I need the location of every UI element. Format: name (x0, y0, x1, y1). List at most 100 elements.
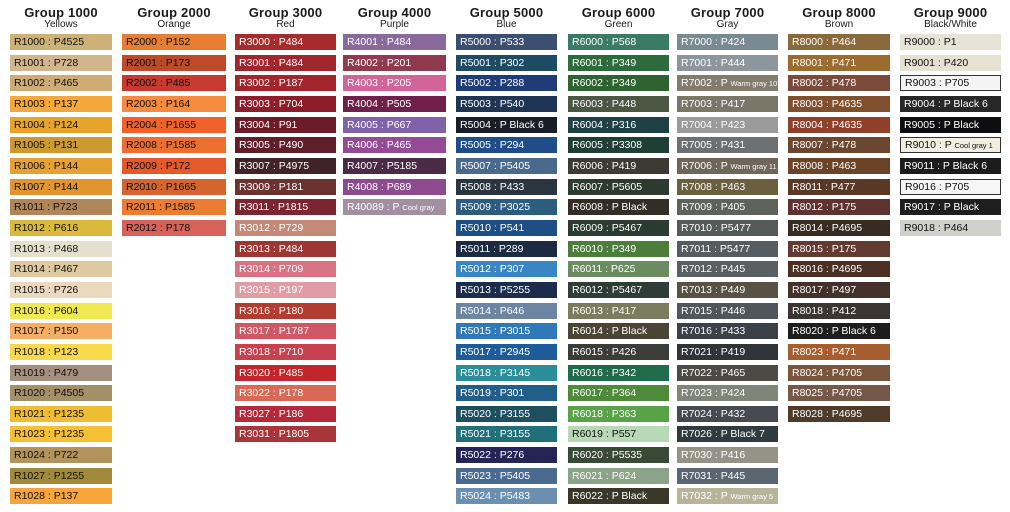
swatch-label: R7009 : P405 (681, 201, 746, 214)
color-swatch: R3017 : P1787 (235, 323, 336, 340)
swatch-label: R1002 : P465 (14, 77, 79, 90)
swatch-label: R9004 : P Black 6 (904, 97, 988, 110)
color-swatch: R6000 : P568 (568, 34, 669, 50)
swatch-label: R7023 : P424 (681, 387, 746, 400)
color-swatch: R1004 : P124 (10, 116, 112, 133)
swatch-label: R7003 : P417 (681, 97, 746, 110)
color-swatch: R6016 : P342 (568, 364, 669, 381)
group-column: Group 5000 Blue R5000 : P533 R5001 : P302 R5… (456, 6, 557, 505)
swatch-label: R7024 : P432 (681, 407, 746, 420)
swatch-label: R1012 : P616 (14, 221, 79, 234)
color-swatch: R2009 : P172 (122, 157, 226, 174)
color-swatch: R7001 : P444 (677, 54, 778, 71)
color-swatch: R5017 : P2945 (456, 343, 557, 360)
group-title: Group 6000 (581, 5, 656, 20)
color-swatch: R3005 : P490 (235, 137, 336, 154)
color-swatch: R8016 : P4695 (788, 261, 890, 278)
swatch-label: R5019 : P301 (460, 387, 525, 400)
swatch-label: R8017 : P497 (792, 283, 857, 296)
swatch-label: R8016 : P4695 (792, 263, 863, 276)
color-swatch: R8024 : P4705 (788, 364, 890, 381)
color-swatch: R7011 : P5477 (677, 240, 778, 257)
color-swatch: R7021 : P419 (677, 343, 778, 360)
color-swatch: R8018 : P412 (788, 302, 890, 319)
swatch-label: R1024 : P722 (14, 449, 79, 462)
color-swatch: R6017 : P364 (568, 385, 669, 402)
swatch-label: R6011 : P625 (572, 263, 636, 276)
swatch-label: R6010 : P349 (572, 242, 637, 255)
color-swatch: R8000 : P464 (788, 34, 890, 50)
color-swatch: R8023 : P471 (788, 343, 890, 360)
swatch-label: R7001 : P444 (681, 56, 746, 69)
color-swatch: R5018 : P3145 (456, 364, 557, 381)
color-swatch: R5009 : P3025 (456, 199, 557, 216)
swatch-label: R2010 : P1665 (126, 180, 197, 193)
color-swatch: R5012 : P307 (456, 261, 557, 278)
group-header: Group 4000 Purple (343, 6, 446, 33)
color-swatch: R4007 : P5185 (343, 157, 446, 174)
color-swatch: R3011 : P1815 (235, 199, 336, 216)
group-subtitle: Yellows (44, 19, 78, 30)
swatch-label: R6001 : P349 (572, 56, 637, 69)
color-swatch: R8028 : P4695 (788, 405, 890, 422)
color-swatch: R2001 : P173 (122, 54, 226, 71)
color-swatch: R4005 : P667 (343, 116, 446, 133)
swatch-list: R4001 : P484 R4002 : P201 R4003 : P205 R400… (343, 34, 446, 220)
swatch-label: R8000 : P464 (792, 36, 857, 48)
color-swatch: R5020 : P3155 (456, 405, 557, 422)
swatch-note: Warm gray 11 (730, 161, 777, 171)
color-swatch: R1003 : P137 (10, 95, 112, 112)
color-swatch: R6005 : P3308 (568, 137, 669, 154)
color-swatch: R3007 : P4975 (235, 157, 336, 174)
swatch-label: R1020 : P4505 (14, 387, 85, 400)
swatch-label: R5000 : P533 (460, 36, 525, 48)
color-swatch: R3018 : P710 (235, 343, 336, 360)
color-swatch: R7024 : P432 (677, 405, 778, 422)
color-swatch: R5007 : P5405 (456, 157, 557, 174)
swatch-label: R5014 : P646 (460, 304, 525, 317)
color-swatch: R8011 : P477 (788, 178, 890, 195)
swatch-label: R40089 : P (347, 201, 400, 214)
swatch-label: R3018 : P710 (239, 345, 304, 358)
swatch-list: R1000 : P4525 R1001 : P728 R1002 : P465 R10… (10, 34, 112, 509)
swatch-label: R3009 : P181 (239, 180, 304, 193)
swatch-label: R3005 : P490 (239, 139, 304, 152)
color-swatch: R7009 : P405 (677, 199, 778, 216)
color-swatch: R40089 : P Cool gray (343, 199, 446, 216)
swatch-label: R9010 : P (905, 139, 952, 152)
swatch-label: R8014 : P4695 (792, 221, 863, 234)
color-swatch: R1011 : P723 (10, 199, 112, 216)
color-swatch: R7005 : P431 (677, 137, 778, 154)
swatch-label: R1019 : P479 (14, 366, 79, 379)
color-swatch: R6008 : P Black (568, 199, 669, 216)
color-swatch: R5023 : P5405 (456, 467, 557, 484)
swatch-label: R4004 : P505 (347, 97, 412, 110)
swatch-label: R5024 : P5483 (460, 490, 531, 503)
color-swatch: R3020 : P485 (235, 364, 336, 381)
color-swatch: R9017 : P Black (900, 199, 1001, 216)
color-swatch: R4001 : P484 (343, 34, 446, 50)
swatch-label: R8004 : P4635 (792, 118, 863, 131)
swatch-label: R2009 : P172 (126, 159, 191, 172)
color-swatch: R7031 : P445 (677, 467, 778, 484)
group-title: Group 9000 (913, 5, 988, 20)
color-swatch: R6020 : P5535 (568, 447, 669, 464)
color-swatch: R7026 : P Black 7 (677, 426, 778, 443)
swatch-note: Cool gray 1 (954, 141, 993, 151)
color-swatch: R1007 : P144 (10, 178, 112, 195)
group-subtitle: Orange (157, 19, 191, 30)
group-column: Group 1000 Yellows R1000 : P4525 R1001 : P7… (10, 6, 112, 505)
color-swatch: R7023 : P424 (677, 385, 778, 402)
color-swatch: R9005 : P Black (900, 116, 1001, 133)
swatch-label: R8015 : P175 (792, 242, 857, 255)
color-swatch: R3031 : P1805 (235, 426, 336, 443)
color-swatch: R3015 : P197 (235, 281, 336, 298)
color-swatch: R8012 : P175 (788, 199, 890, 216)
swatch-label: R9016 : P705 (905, 180, 970, 193)
group-title: Group 2000 (137, 5, 211, 20)
swatch-label: R2002 : P485 (126, 77, 191, 90)
swatch-label: R5022 : P276 (460, 449, 525, 462)
color-swatch: R5002 : P288 (456, 75, 557, 92)
color-swatch: R8025 : P4705 (788, 385, 890, 402)
swatch-label: R6007 : P5605 (572, 180, 643, 193)
